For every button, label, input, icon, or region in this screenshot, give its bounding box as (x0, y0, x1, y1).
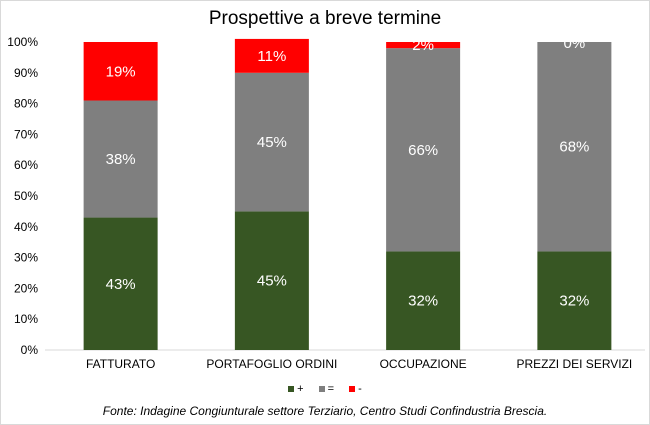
data-label: 32% (408, 293, 438, 310)
y-tick-label: 60% (14, 158, 38, 172)
x-category-label: FATTURATO (86, 357, 155, 371)
legend-swatch-equal (318, 386, 325, 393)
y-tick-label: 50% (14, 189, 38, 203)
y-tick-label: 90% (14, 66, 38, 80)
y-tick-label: 70% (14, 127, 38, 141)
legend-item-equal: = (318, 383, 335, 395)
bar-segment (537, 42, 612, 252)
legend-label-minus: - (358, 383, 362, 395)
data-label: 38% (106, 151, 136, 168)
legend-item-plus: + (288, 383, 304, 395)
y-tick-label: 40% (14, 220, 38, 234)
y-tick-label: 20% (14, 281, 38, 295)
bar-segment (386, 48, 461, 252)
data-label: 45% (257, 134, 287, 151)
data-label: 45% (257, 273, 287, 290)
y-tick-label: 100% (7, 35, 38, 49)
legend-swatch-plus (288, 386, 295, 393)
data-label: 68% (559, 139, 589, 156)
x-category-label: OCCUPAZIONE (380, 357, 467, 371)
bar-segment (234, 211, 309, 350)
data-label: 43% (106, 276, 136, 293)
x-category-label: PORTAFOGLIO ORDINI (206, 357, 337, 371)
bar-segment (83, 42, 158, 101)
data-label: 19% (106, 63, 136, 80)
bar-segment (234, 38, 309, 73)
bar-segment (386, 251, 461, 350)
bar-segment (537, 251, 612, 350)
data-label: 11% (257, 48, 286, 65)
data-label: 2% (412, 37, 434, 54)
chart-legend: + = - (0, 383, 650, 395)
x-category-label: PREZZI DEI SERVIZI (516, 357, 632, 371)
y-tick-label: 0% (21, 343, 39, 357)
source-note: Fonte: Indagine Congiunturale settore Te… (102, 404, 548, 418)
y-tick-label: 10% (14, 312, 38, 326)
legend-label-equal: = (327, 383, 335, 395)
legend-item-minus: - (349, 383, 362, 395)
data-label: 0% (564, 35, 586, 52)
y-tick-label: 30% (14, 251, 38, 265)
bar-segment (386, 42, 461, 49)
bar-segment (83, 217, 158, 350)
data-label: 66% (408, 142, 438, 159)
legend-swatch-minus (349, 386, 356, 393)
bar-segment (234, 72, 309, 212)
bar-segment (83, 100, 158, 218)
chart-title: Prospettive a breve termine (208, 8, 442, 29)
legend-label-plus: + (297, 383, 304, 395)
y-tick-label: 80% (14, 97, 38, 111)
data-label: 32% (559, 293, 589, 310)
